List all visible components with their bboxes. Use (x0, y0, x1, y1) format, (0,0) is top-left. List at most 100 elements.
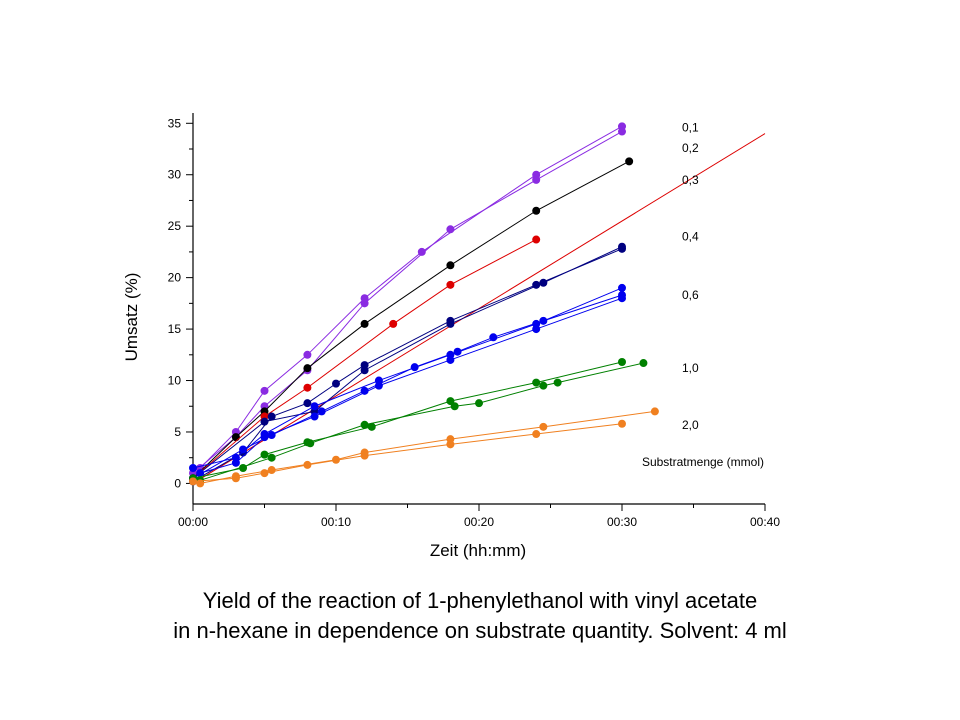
data-point (196, 469, 205, 478)
data-point (310, 412, 319, 421)
data-point (618, 294, 626, 303)
series-label: 0,2 (682, 141, 699, 155)
x-tick-label: 00:00 (178, 515, 208, 529)
x-tick-label: 00:30 (607, 515, 637, 529)
y-tick-label: 5 (174, 425, 181, 439)
data-point (446, 435, 455, 444)
x-axis: 00:00 00:10 00:20 00:30 00:40 (178, 504, 780, 529)
y-tick-label: 25 (168, 219, 182, 233)
data-point (367, 422, 376, 431)
data-point (189, 463, 197, 472)
series-1-0 (189, 358, 648, 485)
data-point (532, 378, 541, 387)
y-tick-label: 0 (174, 476, 181, 490)
data-point (303, 399, 312, 408)
series-2-0 (189, 407, 659, 488)
series-group (189, 122, 766, 488)
data-point (453, 347, 462, 356)
data-point (306, 439, 315, 448)
data-point (374, 381, 383, 390)
series-line (199, 125, 623, 469)
x-axis-title: Zeit (hh:mm) (430, 541, 526, 560)
data-point (539, 278, 548, 287)
data-point (260, 417, 269, 426)
data-point (639, 359, 648, 368)
series-line (192, 294, 623, 479)
y-axis-title: Umsatz (%) (122, 273, 141, 362)
series-line (200, 410, 655, 484)
series-0-2 (189, 157, 634, 483)
x-tick-label: 00:20 (464, 515, 494, 529)
data-point (489, 333, 498, 342)
series-line (192, 248, 623, 482)
data-point (303, 364, 312, 373)
chart: 00:00 00:10 00:20 00:30 00:40 0 5 10 15 20 25 30 35… (122, 113, 780, 560)
data-point (332, 379, 340, 388)
data-point (389, 319, 398, 328)
series-line (192, 287, 623, 469)
data-point (231, 472, 240, 481)
data-point (417, 247, 426, 256)
data-point (189, 477, 197, 486)
data-point (446, 261, 455, 270)
data-point (475, 399, 483, 408)
data-point (618, 419, 626, 428)
data-point (446, 280, 455, 289)
data-point (303, 383, 312, 392)
legend-title: Substratmenge (mmol) (642, 455, 764, 469)
series-label: 0,3 (682, 173, 699, 187)
data-point (260, 386, 269, 395)
data-point (360, 366, 369, 375)
series-label: 1,0 (682, 361, 699, 375)
series-0-1 (189, 122, 626, 478)
data-point (317, 407, 326, 416)
x-tick-label: 00:40 (750, 515, 780, 529)
data-point (231, 458, 240, 467)
data-point (618, 127, 626, 136)
data-point (303, 350, 312, 359)
data-point (618, 358, 626, 367)
series-0-6 (189, 283, 626, 483)
data-point (618, 283, 626, 292)
caption-line-2: in n-hexane in dependence on substrate q… (173, 618, 787, 643)
series-0-4 (189, 242, 626, 486)
data-point (260, 450, 269, 459)
data-point (231, 433, 240, 442)
data-point (539, 381, 548, 390)
data-point (532, 175, 541, 184)
data-point (360, 420, 369, 429)
data-point (267, 412, 276, 421)
data-point (260, 433, 269, 442)
data-point (267, 466, 276, 475)
data-point (450, 402, 459, 411)
y-axis: 0 5 10 15 20 25 30 35 (168, 116, 193, 490)
y-tick-label: 30 (168, 168, 182, 182)
data-point (303, 460, 312, 469)
data-point (446, 225, 455, 234)
data-point (196, 479, 205, 488)
series-line (192, 160, 630, 479)
series-label: 0,4 (682, 229, 699, 243)
data-point (532, 430, 541, 439)
data-point (360, 386, 369, 395)
data-point (446, 319, 455, 328)
data-point (332, 455, 340, 464)
series-0-3 (189, 133, 766, 484)
data-point (267, 453, 276, 462)
series-line (200, 297, 623, 474)
y-tick-label: 35 (168, 116, 182, 130)
data-point (446, 355, 455, 364)
data-point (618, 242, 626, 251)
data-point (310, 402, 319, 411)
series-line (192, 239, 537, 479)
series-label: 2,0 (682, 418, 699, 432)
series-line (192, 131, 623, 474)
y-tick-label: 10 (168, 374, 182, 388)
data-point (650, 407, 659, 416)
data-point (532, 206, 541, 215)
figure-caption: Yield of the reaction of 1-phenylethanol… (0, 586, 960, 646)
y-tick-label: 15 (168, 322, 182, 336)
series-label: 0,6 (682, 288, 699, 302)
series-label: 0,1 (682, 120, 699, 134)
data-point (625, 157, 634, 166)
